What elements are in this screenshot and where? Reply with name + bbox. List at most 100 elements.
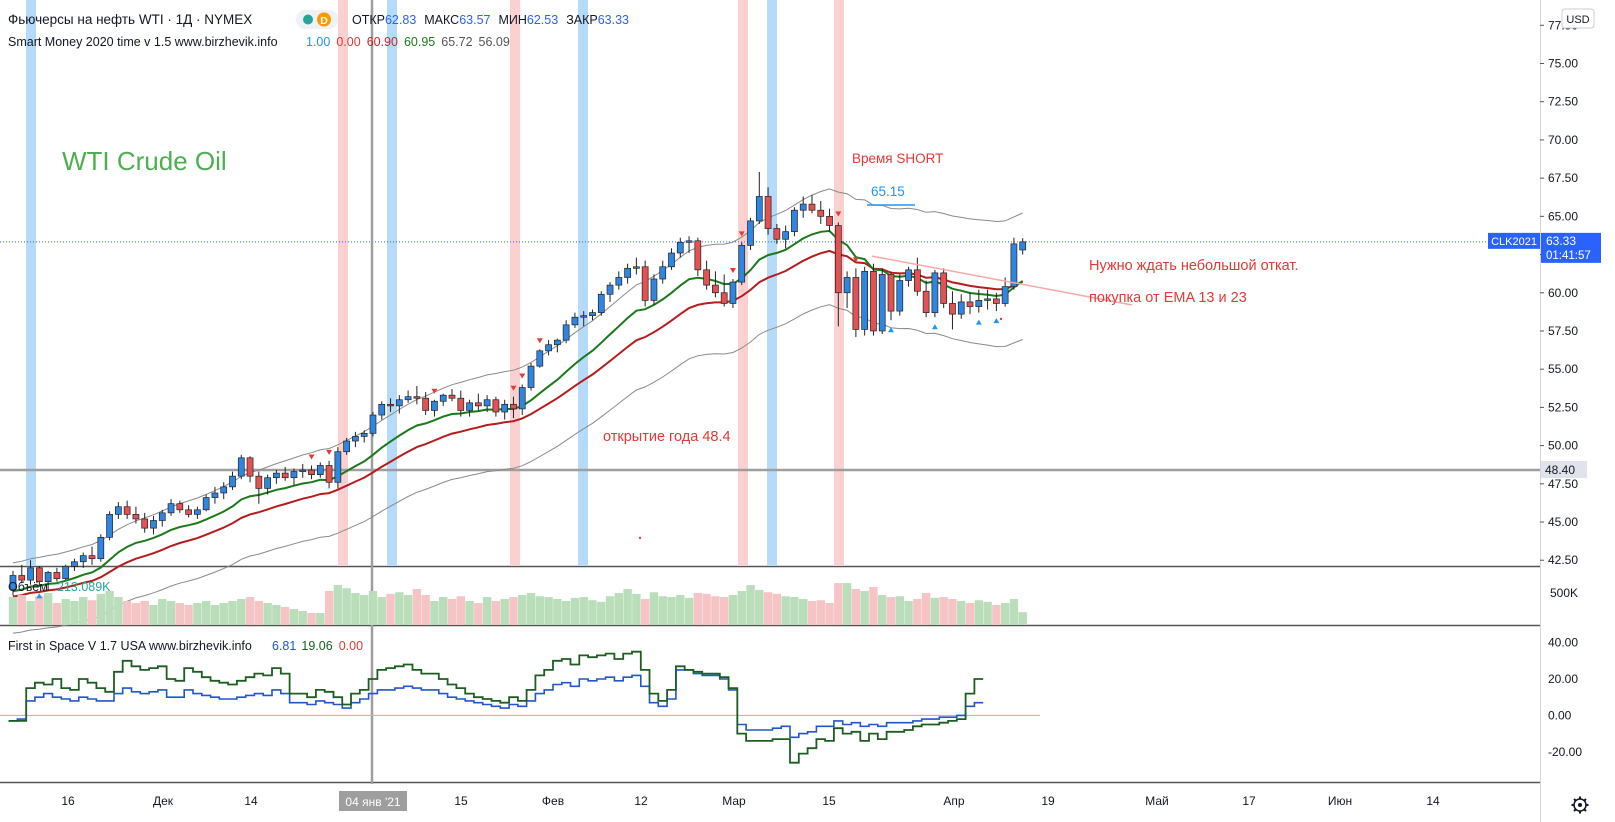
volume-bar-28 [254, 601, 264, 625]
candle-102 [905, 266, 912, 287]
volume-bar-54 [482, 597, 492, 625]
candle-body-113 [1001, 286, 1009, 304]
candle-body-28 [255, 475, 263, 489]
candle-18 [167, 499, 175, 516]
price-tick-label-13: 45.00 [1548, 515, 1578, 529]
volume-bar-66 [588, 600, 597, 625]
indicator-value-0: 1.00 [306, 35, 330, 49]
oscillator-value-2: 0.00 [339, 639, 363, 653]
candle-body-104 [922, 290, 930, 313]
legend-icons[interactable]: D [296, 10, 338, 29]
annotation-short[interactable]: Время SHORT [852, 151, 943, 166]
annotation-wti[interactable]: WTI Crude Oil [62, 146, 227, 176]
annotation-buy[interactable]: покупка от EMA 13 и 23 [1089, 290, 1247, 306]
candle-0 [9, 570, 17, 596]
cursor-time-tag: 04 янв '21 [345, 795, 400, 809]
volume-bar-70 [623, 589, 632, 625]
osc-tick-label-0: 40.00 [1548, 636, 1578, 650]
buy-signal-marker-105 [931, 324, 938, 330]
buy-signal-marker-3 [36, 593, 43, 599]
candle-body-86 [764, 196, 772, 229]
candle-body-58 [518, 387, 526, 410]
candle-83 [738, 242, 746, 286]
candle-body-90 [799, 203, 807, 211]
candle-body-63 [562, 324, 570, 341]
candle-body-96 [852, 277, 860, 330]
volume-bar-5 [52, 603, 62, 625]
candles [9, 172, 1027, 596]
volume-bar-83 [737, 591, 746, 625]
candle-42 [378, 401, 386, 420]
volume-bar-52 [465, 601, 474, 625]
candle-body-81 [720, 292, 728, 304]
price-tick-label-12: 47.50 [1548, 477, 1578, 491]
countdown-tag: 01:41:57 [1546, 250, 1591, 262]
candle-3 [35, 566, 43, 587]
candle-body-64 [571, 316, 579, 326]
candle-body-88 [782, 231, 789, 240]
candle-108 [957, 294, 965, 319]
volume-bar-39 [351, 593, 360, 625]
volume-bar-27 [245, 597, 255, 625]
volume-bar-30 [272, 605, 281, 625]
volume-bar-71 [632, 593, 641, 625]
candle-body-25 [229, 475, 236, 488]
volume-bar-25 [228, 601, 237, 625]
volume-bar-101 [895, 596, 904, 625]
sell-signal-marker-48 [431, 388, 438, 394]
volume-bar-84 [746, 585, 755, 625]
candle-23 [211, 486, 219, 504]
sell-signal-marker-82 [729, 268, 736, 274]
volume-bar-89 [790, 597, 799, 625]
indicator-value-5: 56.09 [479, 35, 510, 49]
buy-signal-marker-110 [975, 319, 982, 325]
candle-body-2 [27, 567, 34, 581]
volume-bar-69 [614, 593, 624, 625]
candle-body-102 [905, 269, 912, 281]
volume-bar-106 [939, 597, 948, 625]
volume-bar-44 [395, 592, 404, 625]
volume-bar-23 [210, 605, 220, 625]
candle-79 [703, 260, 710, 290]
candle-47 [422, 392, 430, 416]
volume-bar-76 [676, 595, 685, 625]
oscillator-lines [0, 650, 1040, 764]
candle-body-109 [966, 301, 974, 307]
volume-bar-40 [360, 595, 369, 625]
candle-body-66 [589, 312, 596, 317]
candle-14 [132, 506, 140, 524]
annotation-level[interactable]: 65.15 [871, 184, 905, 199]
candle-body-27 [246, 457, 254, 477]
time-label-5: 12 [634, 794, 648, 808]
candle-body-8 [79, 555, 87, 563]
candle-32 [290, 468, 298, 486]
gear-icon[interactable] [1571, 796, 1589, 814]
volume-bar-8 [79, 597, 88, 625]
candle-body-80 [712, 284, 719, 294]
volume-axis-tick: 500K [1550, 586, 1578, 600]
candle-4 [44, 570, 52, 591]
price-axis-bg [1541, 0, 1615, 822]
volume-bar-107 [948, 599, 957, 625]
volume-bar-41 [368, 591, 378, 625]
candle-10 [97, 534, 105, 562]
candle-body-100 [887, 274, 895, 312]
volume-bar-45 [403, 595, 413, 625]
annotation-wait[interactable]: Нужно ждать небольшой откат. [1089, 258, 1298, 274]
candle-96 [852, 268, 860, 338]
candle-body-99 [878, 274, 886, 332]
oscillator-value-1: 19.06 [301, 639, 332, 653]
time-label-11: 17 [1242, 794, 1256, 808]
volume-bar-32 [289, 609, 299, 625]
candle-body-44 [395, 399, 403, 407]
candle-body-21 [194, 509, 201, 515]
volume-bar-113 [1000, 603, 1010, 625]
price-tick-label-10: 52.50 [1548, 400, 1578, 414]
candle-40 [360, 430, 368, 443]
buy-signal-marker-112 [993, 318, 1000, 324]
oscillator-blue-line [8, 669, 984, 739]
annotation-year-open[interactable]: открытие года 48.4 [603, 429, 731, 445]
candle-99 [878, 268, 886, 335]
volume-bar-11 [105, 591, 114, 625]
